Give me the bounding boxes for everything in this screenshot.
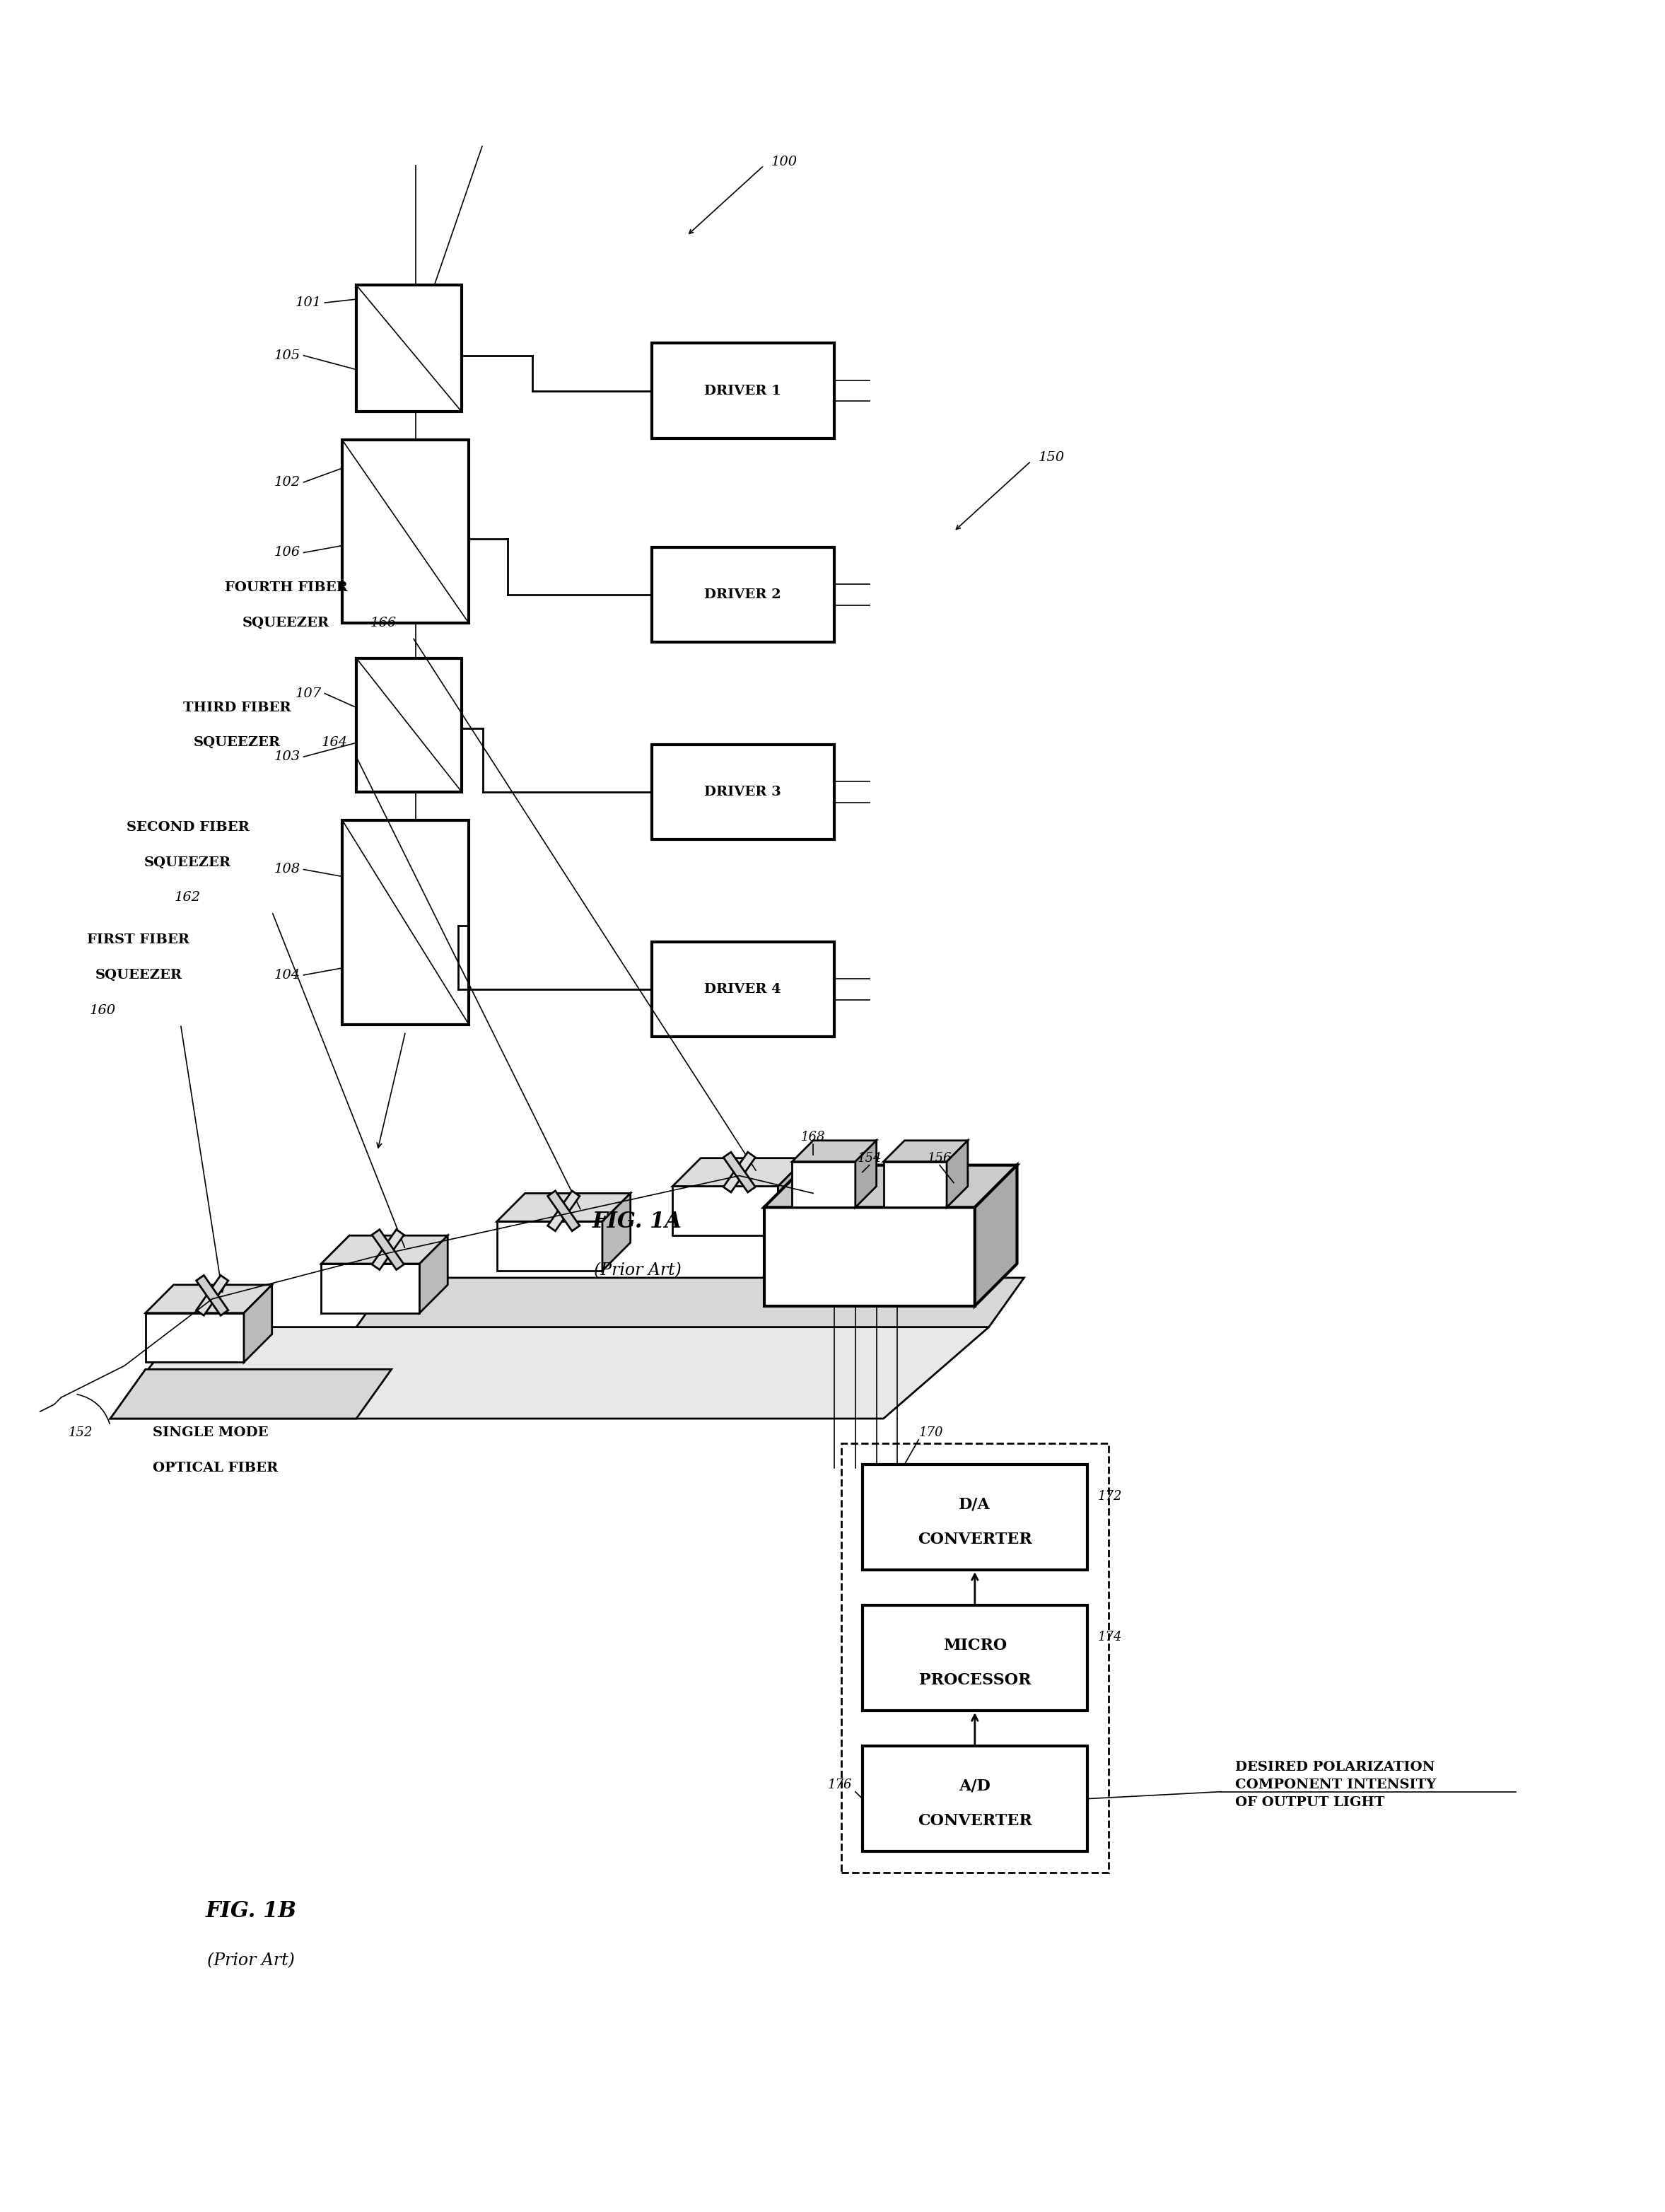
Polygon shape: [778, 1159, 806, 1237]
Text: 104: 104: [273, 969, 300, 982]
Polygon shape: [793, 1141, 876, 1161]
Polygon shape: [673, 1159, 806, 1186]
Text: PROCESSOR: PROCESSOR: [919, 1672, 1031, 1688]
Polygon shape: [974, 1166, 1017, 1305]
Polygon shape: [145, 1285, 271, 1314]
Bar: [651, 343, 834, 438]
Text: (Prior Art): (Prior Art): [206, 1953, 295, 1969]
Polygon shape: [371, 1230, 405, 1270]
Text: FIRST FIBER: FIRST FIBER: [87, 933, 190, 947]
Bar: [651, 745, 834, 841]
Text: 168: 168: [801, 1130, 826, 1144]
Bar: [862, 1464, 1087, 1571]
Polygon shape: [548, 1190, 579, 1232]
Polygon shape: [673, 1186, 778, 1237]
Text: 166: 166: [370, 617, 396, 630]
Text: 170: 170: [919, 1427, 942, 1440]
Text: FIG. 1A: FIG. 1A: [593, 1210, 683, 1232]
Text: 164: 164: [321, 737, 348, 750]
Polygon shape: [196, 1276, 228, 1316]
Polygon shape: [764, 1208, 974, 1305]
Polygon shape: [603, 1192, 631, 1270]
Text: 156: 156: [927, 1152, 952, 1164]
Bar: [356, 285, 461, 411]
Text: FIG. 1B: FIG. 1B: [205, 1900, 296, 1922]
Text: SQUEEZER: SQUEEZER: [243, 617, 330, 630]
Text: SQUEEZER: SQUEEZER: [95, 969, 181, 982]
Polygon shape: [723, 1152, 756, 1192]
Text: 172: 172: [1097, 1489, 1122, 1502]
Text: 152: 152: [68, 1427, 93, 1440]
Text: 106: 106: [273, 546, 300, 560]
Text: THIRD FIBER: THIRD FIBER: [183, 701, 291, 714]
Text: (Prior Art): (Prior Art): [594, 1263, 681, 1279]
Polygon shape: [723, 1152, 756, 1192]
Polygon shape: [371, 1230, 405, 1270]
Polygon shape: [420, 1237, 448, 1314]
Polygon shape: [196, 1276, 228, 1316]
Polygon shape: [496, 1221, 603, 1270]
Text: 100: 100: [771, 155, 798, 168]
Text: 101: 101: [295, 296, 321, 310]
Text: CONVERTER: CONVERTER: [917, 1533, 1032, 1548]
Bar: [862, 1606, 1087, 1710]
Bar: [651, 942, 834, 1037]
Bar: [862, 1745, 1087, 1851]
Text: 103: 103: [273, 750, 300, 763]
Bar: [343, 440, 470, 624]
Polygon shape: [110, 1327, 989, 1418]
Text: 160: 160: [90, 1004, 115, 1018]
Polygon shape: [243, 1285, 271, 1363]
Polygon shape: [110, 1369, 391, 1418]
Polygon shape: [947, 1141, 967, 1208]
Text: 176: 176: [828, 1778, 852, 1792]
Polygon shape: [496, 1192, 631, 1221]
Text: 105: 105: [273, 349, 300, 363]
Text: DRIVER 1: DRIVER 1: [704, 385, 781, 398]
Text: 107: 107: [295, 688, 321, 699]
Bar: [651, 546, 834, 641]
Text: SINGLE MODE: SINGLE MODE: [153, 1427, 268, 1440]
Text: 162: 162: [175, 891, 201, 905]
Text: 174: 174: [1097, 1630, 1122, 1644]
Text: SQUEEZER: SQUEEZER: [193, 737, 280, 750]
Polygon shape: [145, 1314, 243, 1363]
Text: DRIVER 4: DRIVER 4: [704, 982, 781, 995]
Text: FOURTH FIBER: FOURTH FIBER: [225, 582, 348, 595]
Text: A/D: A/D: [959, 1778, 991, 1794]
Polygon shape: [793, 1161, 856, 1208]
Polygon shape: [356, 1279, 1024, 1327]
Polygon shape: [884, 1141, 967, 1161]
Text: CONVERTER: CONVERTER: [917, 1814, 1032, 1829]
Text: SQUEEZER: SQUEEZER: [145, 856, 231, 869]
Text: 150: 150: [1037, 451, 1064, 465]
Polygon shape: [764, 1166, 1017, 1208]
Text: DRIVER 2: DRIVER 2: [704, 588, 781, 602]
Polygon shape: [321, 1237, 448, 1263]
Polygon shape: [548, 1190, 579, 1232]
Bar: [841, 1442, 1109, 1874]
Bar: [356, 659, 461, 792]
Polygon shape: [884, 1161, 947, 1208]
Text: 102: 102: [273, 476, 300, 489]
Polygon shape: [321, 1263, 420, 1314]
Text: OPTICAL FIBER: OPTICAL FIBER: [153, 1462, 278, 1473]
Text: DRIVER 3: DRIVER 3: [704, 785, 781, 799]
Polygon shape: [856, 1141, 876, 1208]
Bar: [343, 821, 470, 1024]
Text: MICRO: MICRO: [942, 1637, 1007, 1652]
Text: SECOND FIBER: SECOND FIBER: [127, 821, 250, 834]
Text: 108: 108: [273, 863, 300, 876]
Text: 154: 154: [857, 1152, 881, 1164]
Text: DESIRED POLARIZATION
COMPONENT INTENSITY
OF OUTPUT LIGHT: DESIRED POLARIZATION COMPONENT INTENSITY…: [1235, 1761, 1435, 1809]
Text: D/A: D/A: [959, 1498, 991, 1513]
